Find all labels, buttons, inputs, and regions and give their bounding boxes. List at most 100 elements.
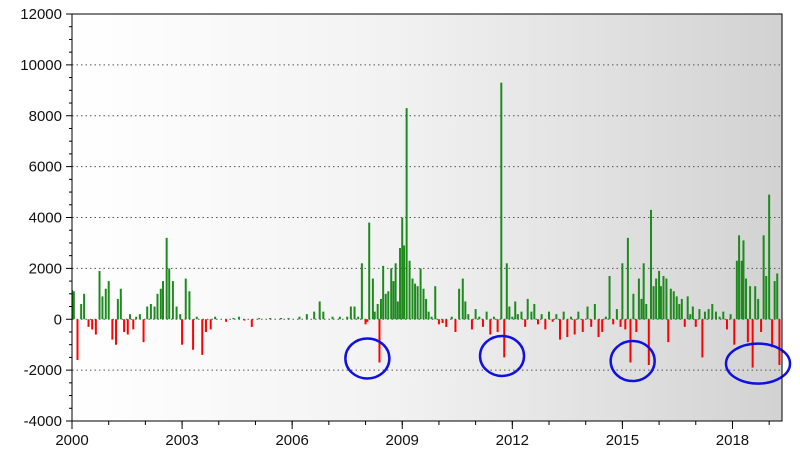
bar-48 — [258, 317, 261, 320]
bar-30 — [168, 268, 171, 320]
bar-132 — [573, 319, 576, 335]
bar-29 — [165, 237, 168, 320]
bar-110 — [500, 82, 503, 320]
annotations — [344, 334, 792, 385]
bar-113 — [508, 306, 511, 320]
bar-161 — [662, 276, 665, 320]
bar-183 — [729, 314, 732, 320]
x-axis: 2000 2003 2006 2009 2012 2015 2018 — [55, 421, 770, 449]
bar-23 — [146, 306, 149, 320]
bar-57 — [331, 316, 334, 320]
bar-56 — [322, 311, 325, 320]
bar-35 — [184, 278, 187, 320]
bar-1 — [72, 291, 75, 320]
bar-88 — [422, 288, 425, 320]
bar-66 — [368, 222, 371, 320]
bar-94 — [441, 319, 444, 324]
bar-81 — [403, 245, 406, 320]
bar-46 — [243, 319, 246, 321]
bar-145 — [621, 263, 624, 320]
y-tick-label-5: 6000 — [29, 159, 62, 176]
bar-140 — [604, 316, 607, 320]
bar-134 — [581, 319, 584, 332]
bar-131 — [570, 316, 573, 320]
bar-125 — [548, 311, 551, 320]
bar-181 — [722, 311, 725, 320]
bar-180 — [718, 316, 721, 320]
bar-10 — [104, 288, 107, 320]
bar-137 — [593, 303, 596, 320]
bar-33 — [179, 314, 182, 320]
bar-186 — [738, 235, 741, 320]
bar-13 — [115, 319, 118, 345]
bar-200 — [773, 281, 776, 320]
bar-201 — [776, 273, 779, 320]
bar-92 — [434, 286, 437, 320]
bar-162 — [665, 278, 668, 320]
bar-12 — [111, 319, 114, 340]
x-tick-label-0: 2000 — [55, 432, 88, 449]
bar-77 — [394, 263, 397, 320]
bar-160 — [659, 286, 662, 320]
bar-139 — [601, 319, 604, 332]
bar-126 — [551, 319, 554, 322]
bar-75 — [390, 268, 393, 320]
bar-54 — [313, 311, 316, 320]
y-tick-label-7: 10000 — [20, 57, 62, 74]
bar-111 — [503, 319, 506, 358]
y-tick-label-6: 8000 — [29, 108, 62, 125]
bar-20 — [135, 316, 138, 320]
bar-116 — [516, 314, 519, 320]
bar-78 — [396, 301, 399, 320]
bar-91 — [430, 316, 433, 320]
bar-37 — [192, 319, 195, 350]
bar-74 — [387, 291, 390, 320]
bar-96 — [450, 316, 453, 320]
bar-22 — [142, 319, 145, 343]
bar-155 — [647, 319, 650, 366]
bar-21 — [138, 314, 141, 320]
bar-34 — [181, 319, 184, 345]
bar-43 — [225, 319, 228, 322]
bar-17 — [126, 319, 129, 335]
bar-167 — [678, 303, 681, 320]
bar-178 — [711, 303, 714, 320]
bar-189 — [745, 278, 748, 320]
bar-42 — [214, 316, 217, 320]
x-tick-label-3: 2009 — [386, 432, 419, 449]
bar-150 — [635, 319, 638, 332]
bar-62 — [357, 316, 360, 320]
bar-114 — [511, 316, 514, 320]
bar-144 — [619, 319, 622, 327]
bar-69 — [376, 303, 379, 320]
bar-177 — [707, 309, 710, 320]
bar-118 — [524, 319, 527, 327]
bar-55 — [318, 301, 321, 320]
bar-190 — [746, 319, 749, 343]
bar-71 — [379, 298, 382, 320]
bar-123 — [540, 314, 543, 320]
bar-129 — [562, 311, 565, 320]
bar-90 — [427, 311, 430, 320]
y-tick-label-0: -4000 — [24, 413, 62, 430]
bar-187 — [740, 260, 743, 320]
bar-76 — [392, 281, 395, 320]
bar-143 — [615, 309, 618, 320]
bar-128 — [559, 319, 562, 340]
bar-130 — [566, 319, 569, 338]
bar-175 — [701, 319, 704, 358]
bar-68 — [373, 311, 376, 320]
bar-73 — [384, 293, 387, 320]
bar-173 — [694, 319, 697, 327]
bar-15 — [119, 288, 122, 320]
bar-24 — [149, 303, 152, 320]
bar-41 — [209, 319, 212, 330]
bar-133 — [577, 311, 580, 320]
bar-87 — [419, 268, 422, 320]
bar-79 — [399, 248, 402, 320]
bar-26 — [156, 293, 159, 320]
bar-165 — [672, 291, 675, 320]
bar-98 — [458, 288, 461, 320]
bar-195 — [760, 319, 763, 332]
bar-198 — [768, 194, 771, 320]
